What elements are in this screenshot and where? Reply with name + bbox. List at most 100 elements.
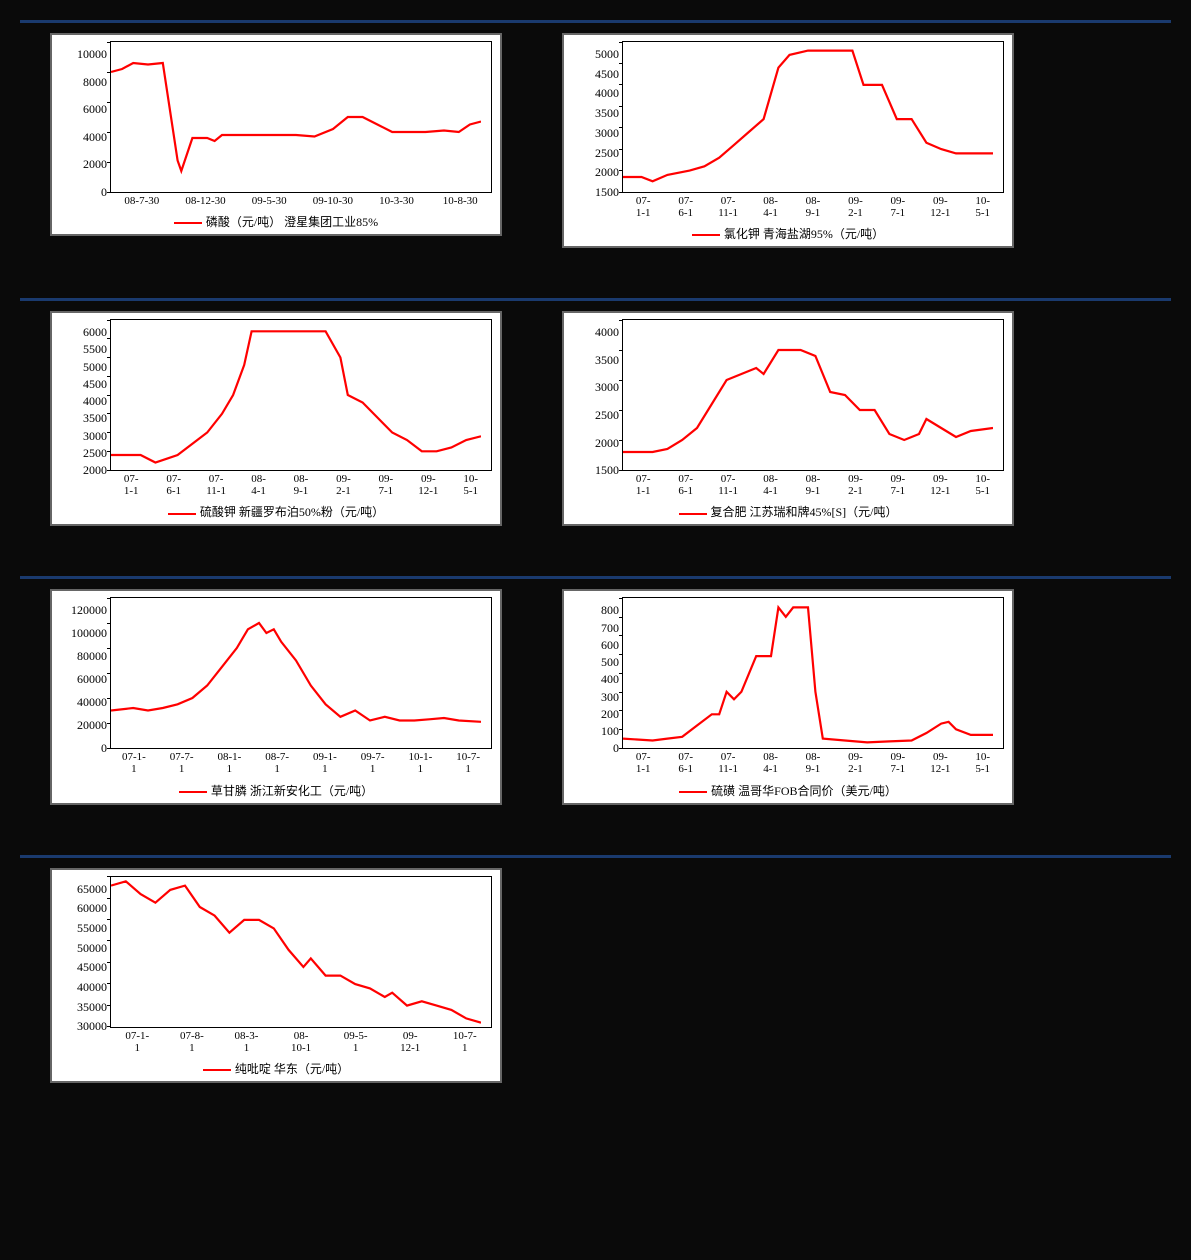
chart-box: 010020030040050060070080007- 1-107- 6-10… — [562, 589, 1014, 804]
y-tick-label: 10000 — [61, 48, 111, 60]
y-tick-label: 300 — [573, 691, 623, 703]
x-tick-label: 09-7- 1 — [349, 751, 397, 775]
x-axis-ticks: 07- 1-107- 6-107- 11-108- 4-108- 9-109- … — [572, 751, 1004, 775]
x-tick-label: 07- 11-1 — [707, 195, 749, 219]
x-tick-label: 08-7- 1 — [253, 751, 301, 775]
y-axis-ticks: 150020002500300035004000 — [573, 320, 623, 470]
chart-box: 02000040000600008000010000012000007-1- 1… — [50, 589, 502, 804]
y-tick-label: 0 — [61, 742, 111, 754]
x-tick-label: 08- 9-1 — [792, 751, 834, 775]
y-tick-label: 400 — [573, 673, 623, 685]
y-tick-label: 2000 — [61, 158, 111, 170]
x-tick-label: 07- 11-1 — [707, 751, 749, 775]
x-tick-label: 08- 4-1 — [237, 473, 279, 497]
x-axis-ticks: 07- 1-107- 6-107- 11-108- 4-108- 9-109- … — [572, 195, 1004, 219]
y-tick-label: 8000 — [61, 76, 111, 88]
y-tick-label: 0 — [573, 742, 623, 754]
y-tick-label: 2000 — [573, 166, 623, 178]
x-tick-label: 10-1- 1 — [397, 751, 445, 775]
x-tick-label: 09-5- 1 — [328, 1030, 383, 1054]
plot-area: 0200040006000800010000 — [110, 41, 492, 193]
x-tick-label: 08- 4-1 — [749, 195, 791, 219]
chart-legend: 硫磺 温哥华FOB合同价（美元/吨） — [572, 782, 1004, 799]
x-tick-label: 10- 5-1 — [962, 751, 1004, 775]
chart-row: 020004000600080001000008-7-3008-12-3009-… — [20, 20, 1171, 278]
y-tick-label: 500 — [573, 656, 623, 668]
y-tick-label: 600 — [573, 639, 623, 651]
x-tick-label: 07- 6-1 — [664, 473, 706, 497]
x-tick-label: 07- 11-1 — [195, 473, 237, 497]
x-tick-label: 08- 9-1 — [792, 195, 834, 219]
chart-box: 20002500300035004000450050005500600007- … — [50, 311, 502, 526]
y-tick-label: 4500 — [61, 378, 111, 390]
x-tick-label: 09-10-30 — [301, 195, 365, 207]
y-tick-label: 5500 — [61, 343, 111, 355]
y-axis-ticks: 020000400006000080000100000120000 — [61, 598, 111, 748]
x-tick-label: 07-7- 1 — [158, 751, 206, 775]
y-tick-label: 1500 — [573, 186, 623, 198]
series-line — [623, 608, 993, 743]
x-axis-ticks: 07-1- 107-8- 108-3- 108- 10-109-5- 109- … — [60, 1030, 492, 1054]
series-svg — [623, 320, 993, 470]
y-tick-label: 60000 — [61, 902, 111, 914]
y-tick-label: 3000 — [61, 430, 111, 442]
y-tick-label: 4000 — [573, 326, 623, 338]
chart-cell-pyridine: 3000035000400004500050000550006000065000… — [50, 868, 502, 1083]
x-tick-label: 07-1- 1 — [110, 1030, 165, 1054]
x-tick-label: 08- 4-1 — [749, 473, 791, 497]
y-tick-label: 0 — [61, 186, 111, 198]
x-tick-label: 09- 2-1 — [322, 473, 364, 497]
y-tick-label: 45000 — [61, 961, 111, 973]
series-line — [111, 881, 481, 1022]
x-tick-label: 09- 7-1 — [365, 473, 407, 497]
x-tick-label: 07-8- 1 — [165, 1030, 220, 1054]
x-tick-label: 10- 5-1 — [962, 473, 1004, 497]
legend-label: 磷酸（元/吨） 澄星集团工业85% — [206, 215, 378, 229]
x-tick-label: 07- 6-1 — [664, 195, 706, 219]
y-axis-ticks: 15002000250030003500400045005000 — [573, 42, 623, 192]
x-tick-label: 10-8-30 — [428, 195, 492, 207]
y-tick-label: 6000 — [61, 103, 111, 115]
x-tick-label: 07-1- 1 — [110, 751, 158, 775]
series-svg — [623, 42, 993, 192]
x-tick-label: 09- 12-1 — [383, 1030, 438, 1054]
y-tick-label: 2500 — [573, 147, 623, 159]
x-tick-label: 08- 9-1 — [792, 473, 834, 497]
y-tick-label: 55000 — [61, 922, 111, 934]
x-tick-label: 08-3- 1 — [219, 1030, 274, 1054]
y-axis-ticks: 0100200300400500600700800 — [573, 598, 623, 748]
series-svg — [111, 320, 481, 470]
legend-swatch — [692, 234, 720, 236]
y-tick-label: 6000 — [61, 326, 111, 338]
chart-cell-sulfur: 010020030040050060070080007- 1-107- 6-10… — [562, 589, 1014, 804]
y-tick-label: 4500 — [573, 68, 623, 80]
series-line — [623, 51, 993, 182]
y-tick-label: 3000 — [573, 127, 623, 139]
y-axis-ticks: 3000035000400004500050000550006000065000 — [61, 877, 111, 1027]
x-tick-label: 09- 7-1 — [877, 195, 919, 219]
y-tick-label: 65000 — [61, 883, 111, 895]
y-tick-label: 4000 — [61, 395, 111, 407]
y-tick-label: 4000 — [573, 87, 623, 99]
y-tick-label: 5000 — [573, 48, 623, 60]
x-tick-label: 07- 1-1 — [622, 195, 664, 219]
y-tick-label: 3500 — [573, 354, 623, 366]
legend-label: 复合肥 江苏瑞和牌45%[S]（元/吨） — [711, 505, 898, 519]
y-tick-label: 200 — [573, 708, 623, 720]
x-tick-label: 10-7- 1 — [444, 751, 492, 775]
chart-box: 15002000250030003500400007- 1-107- 6-107… — [562, 311, 1014, 526]
x-tick-label: 09- 2-1 — [834, 473, 876, 497]
chart-legend: 草甘膦 浙江新安化工（元/吨） — [60, 782, 492, 799]
x-tick-label: 10-3-30 — [365, 195, 429, 207]
x-tick-label: 09- 2-1 — [834, 195, 876, 219]
legend-label: 草甘膦 浙江新安化工（元/吨） — [211, 784, 373, 798]
chart-row: 02000040000600008000010000012000007-1- 1… — [20, 576, 1171, 834]
chart-row: 3000035000400004500050000550006000065000… — [20, 855, 1171, 1113]
x-tick-label: 09- 12-1 — [919, 751, 961, 775]
plot-area: 020000400006000080000100000120000 — [110, 597, 492, 749]
y-tick-label: 800 — [573, 604, 623, 616]
x-tick-label: 07- 1-1 — [622, 473, 664, 497]
y-tick-label: 2500 — [573, 409, 623, 421]
chart-cell-glyphosate: 02000040000600008000010000012000007-1- 1… — [50, 589, 502, 804]
y-tick-label: 60000 — [61, 673, 111, 685]
